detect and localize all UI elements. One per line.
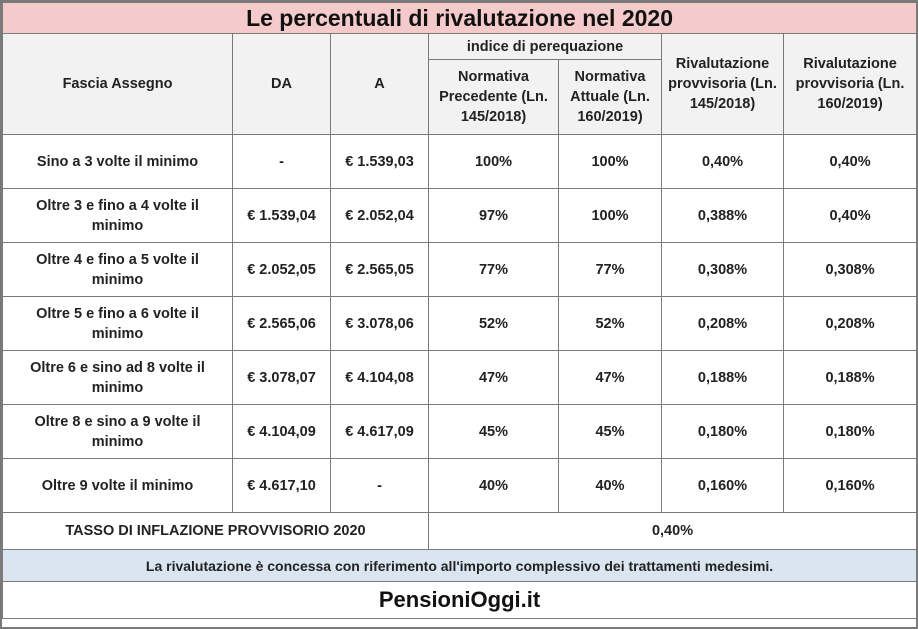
cell-riv160: 0,208% (782, 296, 918, 351)
header-riv-145: Rivalutazione provvisoria (Ln. 145/2018) (661, 33, 784, 135)
inflation-value: 0,40% (427, 512, 918, 550)
header-norm-att: Normativa Attuale (Ln. 160/2019) (558, 59, 662, 135)
header-indice-group: indice di perequazione (428, 33, 662, 60)
cell-a: € 2.565,05 (330, 242, 429, 297)
inflation-row: TASSO DI INFLAZIONE PROVVISORIO 2020 0,4… (2, 512, 918, 550)
cell-att: 100% (558, 188, 662, 243)
cell-att: 52% (558, 296, 662, 351)
cell-fascia: Oltre 9 volte il minimo (2, 458, 233, 513)
brand-row: PensioniOggi.it (1, 581, 918, 619)
note-row: La rivalutazione è concessa con riferime… (1, 549, 918, 582)
table-row: Oltre 4 e fino a 5 volte il minimo € 2.0… (2, 242, 918, 297)
cell-riv145: 0,308% (661, 242, 784, 297)
cell-prec: 47% (428, 350, 559, 405)
cell-att: 77% (558, 242, 662, 297)
cell-prec: 52% (428, 296, 559, 351)
table-row: Oltre 9 volte il minimo € 4.617,10 - 40%… (2, 458, 918, 513)
header-da: DA (232, 33, 331, 135)
table-row: Oltre 3 e fino a 4 volte il minimo € 1.5… (2, 188, 918, 243)
cell-att: 40% (558, 458, 662, 513)
revaluation-table: Le percentuali di rivalutazione nel 2020… (1, 2, 918, 619)
cell-da: € 4.617,10 (232, 458, 331, 513)
cell-a: € 1.539,03 (330, 134, 429, 189)
cell-da: € 2.052,05 (232, 242, 331, 297)
cell-a: € 4.617,09 (330, 404, 429, 459)
cell-da: € 2.565,06 (232, 296, 331, 351)
cell-fascia: Oltre 5 e fino a 6 volte il minimo (2, 296, 233, 351)
table-row: Sino a 3 volte il minimo - € 1.539,03 10… (2, 134, 918, 189)
cell-a: € 2.052,04 (330, 188, 429, 243)
cell-fascia: Oltre 6 e sino ad 8 volte il minimo (2, 350, 233, 405)
cell-riv160: 0,160% (782, 458, 918, 513)
cell-prec: 45% (428, 404, 559, 459)
table-row: Oltre 5 e fino a 6 volte il minimo € 2.5… (2, 296, 918, 351)
cell-fascia: Oltre 3 e fino a 4 volte il minimo (2, 188, 233, 243)
page-title: Le percentuali di rivalutazione nel 2020 (1, 2, 918, 34)
cell-da: € 3.078,07 (232, 350, 331, 405)
cell-a: € 4.104,08 (330, 350, 429, 405)
cell-riv145: 0,40% (661, 134, 784, 189)
cell-att: 45% (558, 404, 662, 459)
cell-riv145: 0,160% (661, 458, 784, 513)
note-text: La rivalutazione è concessa con riferime… (1, 549, 918, 582)
cell-a: € 3.078,06 (330, 296, 429, 351)
cell-riv145: 0,188% (661, 350, 784, 405)
cell-riv145: 0,208% (661, 296, 784, 351)
cell-riv160: 0,308% (782, 242, 918, 297)
cell-prec: 40% (428, 458, 559, 513)
cell-att: 47% (558, 350, 662, 405)
cell-fascia: Oltre 4 e fino a 5 volte il minimo (2, 242, 233, 297)
table-row: Oltre 8 e sino a 9 volte il minimo € 4.1… (2, 404, 918, 459)
header-a: A (330, 33, 429, 135)
cell-da: - (232, 134, 331, 189)
header-norm-prec: Normativa Precedente (Ln. 145/2018) (428, 59, 559, 135)
cell-a: - (330, 458, 429, 513)
cell-da: € 4.104,09 (232, 404, 331, 459)
table-row: Oltre 6 e sino ad 8 volte il minimo € 3.… (2, 350, 918, 405)
cell-riv160: 0,40% (782, 134, 918, 189)
cell-riv145: 0,180% (661, 404, 784, 459)
cell-riv160: 0,180% (782, 404, 918, 459)
cell-prec: 100% (428, 134, 559, 189)
cell-fascia: Oltre 8 e sino a 9 volte il minimo (2, 404, 233, 459)
cell-riv160: 0,40% (782, 188, 918, 243)
cell-prec: 97% (428, 188, 559, 243)
cell-riv160: 0,188% (782, 350, 918, 405)
cell-fascia: Sino a 3 volte il minimo (2, 134, 233, 189)
cell-prec: 77% (428, 242, 559, 297)
cell-att: 100% (558, 134, 662, 189)
cell-da: € 1.539,04 (232, 188, 331, 243)
cell-riv145: 0,388% (661, 188, 784, 243)
header-riv-160: Rivalutazione provvisoria (Ln. 160/2019) (782, 33, 918, 135)
inflation-label: TASSO DI INFLAZIONE PROVVISORIO 2020 (2, 512, 429, 550)
brand-logo: PensioniOggi.it (1, 581, 918, 619)
header-fascia: Fascia Assegno (2, 33, 233, 135)
